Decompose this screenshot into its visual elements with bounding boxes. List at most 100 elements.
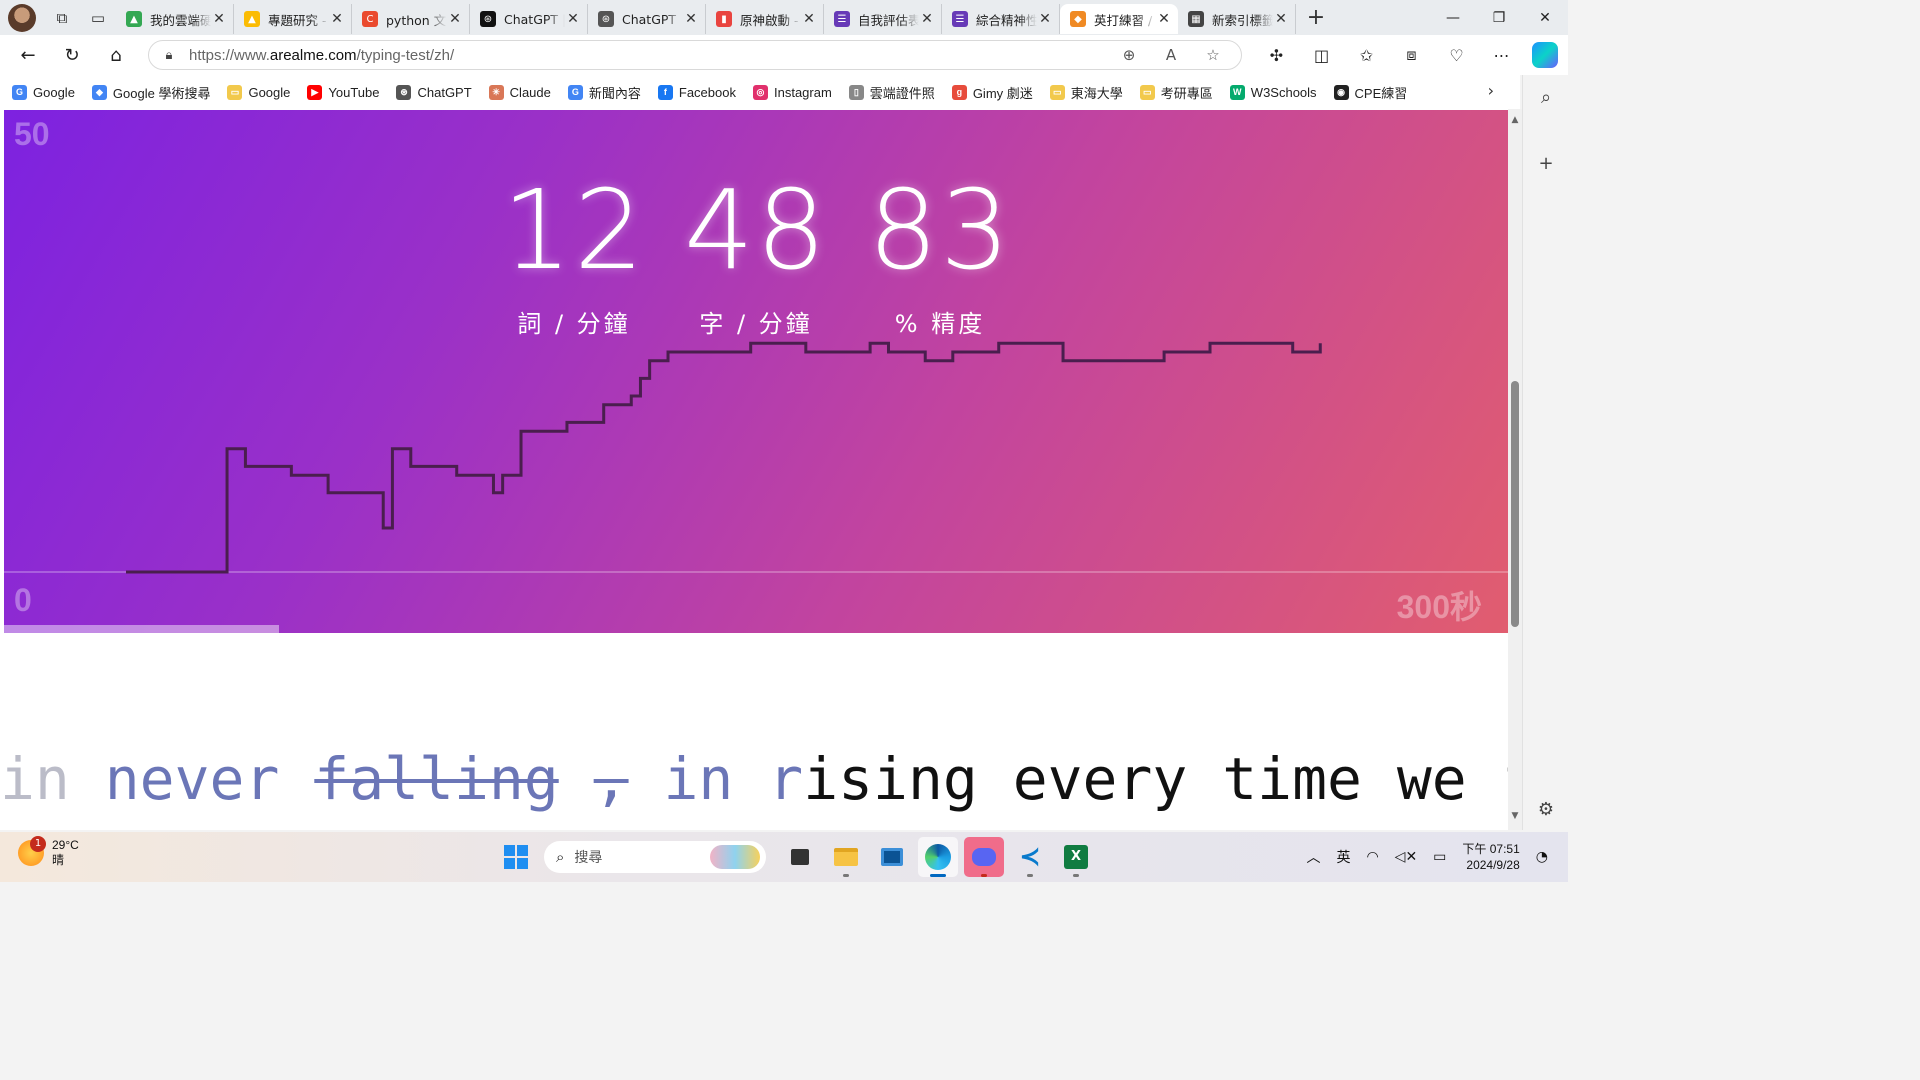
- home-button[interactable]: ⌂: [110, 44, 122, 66]
- favorite-item[interactable]: ▭ 東海大學: [1049, 83, 1123, 102]
- collections-icon[interactable]: ⧈: [1406, 45, 1417, 64]
- url-text[interactable]: https://www.arealme.com/typing-test/zh/: [189, 46, 455, 64]
- refresh-button[interactable]: ↻: [64, 44, 80, 66]
- favorite-item[interactable]: ◆ Google 學術搜尋: [91, 83, 210, 102]
- start-button[interactable]: [496, 837, 536, 877]
- tab-close-icon[interactable]: ✕: [213, 11, 225, 27]
- wpm-label: 詞 / 分鐘: [517, 310, 631, 338]
- browser-essentials-icon[interactable]: ♡: [1449, 45, 1464, 65]
- typing-text-line[interactable]: in never falling , in r ising every time …: [0, 739, 1522, 819]
- accuracy-value: 83: [868, 166, 1012, 294]
- favorite-item[interactable]: ▭ Google: [227, 84, 290, 100]
- favorite-icon: ⊛: [396, 84, 412, 100]
- read-aloud-icon[interactable]: A: [1165, 46, 1177, 64]
- scroll-thumb[interactable]: [1511, 381, 1519, 627]
- browser-tab[interactable]: ◆ 英打練習 / arealme✕: [1060, 4, 1178, 34]
- minimize-button[interactable]: —: [1446, 9, 1460, 26]
- favorite-item[interactable]: ▭ 考研專區: [1139, 83, 1213, 102]
- back-button[interactable]: ←: [20, 44, 36, 66]
- taskbar-clock[interactable]: 下午 07:51 2024/9/28: [1462, 841, 1519, 873]
- favorite-item[interactable]: ◉ CPE練習: [1333, 83, 1407, 102]
- tab-favicon-icon: ⊛: [598, 11, 614, 27]
- favorites-icon[interactable]: ✩: [1359, 45, 1374, 65]
- favorite-item[interactable]: G Google: [12, 84, 75, 100]
- current-word-remaining: ising: [803, 745, 978, 813]
- favorite-item[interactable]: ⊛ ChatGPT: [396, 84, 472, 100]
- close-window-button[interactable]: ✕: [1539, 9, 1551, 26]
- tab-close-icon[interactable]: ✕: [921, 11, 933, 27]
- favorite-item[interactable]: G 新聞內容: [567, 83, 641, 102]
- browser-tab[interactable]: ▲ 我的雲端硬碟✕: [116, 4, 234, 34]
- scroll-up-arrow-icon[interactable]: ▲: [1511, 115, 1519, 125]
- edge-browser-icon[interactable]: [918, 837, 958, 877]
- copilot-icon[interactable]: [1532, 42, 1558, 68]
- lock-icon[interactable]: 🔒︎: [165, 47, 173, 63]
- vscode-icon[interactable]: ≺: [1010, 837, 1050, 877]
- volume-muted-icon[interactable]: ◁✕: [1394, 849, 1418, 865]
- weather-description: 晴: [52, 853, 65, 867]
- favorite-star-icon[interactable]: ☆: [1206, 46, 1220, 64]
- address-bar[interactable]: 🔒︎ https://www.arealme.com/typing-test/z…: [148, 40, 1242, 70]
- workspaces-icon[interactable]: ⧉: [56, 8, 68, 27]
- tab-title: ChatGPT | OpenAI: [504, 11, 565, 27]
- favorite-item[interactable]: ◎ Instagram: [752, 84, 832, 100]
- upcoming-words: every time we: [1012, 745, 1467, 813]
- favorite-item[interactable]: f Facebook: [657, 84, 736, 100]
- sidebar-add-icon[interactable]: +: [1538, 152, 1554, 174]
- remote-desktop-icon[interactable]: [872, 837, 912, 877]
- tab-close-icon[interactable]: ✕: [449, 11, 461, 27]
- notifications-icon[interactable]: ◔: [1535, 849, 1548, 865]
- taskbar-apps: ⌕ 搜尋 ≺ X: [496, 837, 1096, 877]
- tab-favicon-icon: ▮: [716, 11, 732, 27]
- page-scrollbar[interactable]: ▲ ▼: [1508, 109, 1522, 830]
- tab-actions-icon[interactable]: ▭: [90, 8, 106, 27]
- scroll-down-arrow-icon[interactable]: ▼: [1511, 811, 1519, 821]
- tab-close-icon[interactable]: ✕: [1275, 11, 1287, 27]
- zoom-icon[interactable]: ⊕: [1122, 46, 1136, 64]
- task-view-icon[interactable]: [780, 837, 820, 877]
- taskbar-search[interactable]: ⌕ 搜尋: [544, 841, 766, 873]
- tab-close-icon[interactable]: ✕: [567, 11, 579, 27]
- more-menu-icon[interactable]: ⋯: [1493, 45, 1510, 65]
- browser-tab[interactable]: ⊛ ChatGPT ✕: [588, 4, 706, 34]
- favorite-item[interactable]: ▶ YouTube: [307, 84, 379, 100]
- browser-tab[interactable]: ⊛ ChatGPT | OpenAI✕: [470, 4, 588, 34]
- wpm-stat: 12 詞 / 分鐘: [484, 170, 664, 339]
- tab-close-icon[interactable]: ✕: [685, 11, 697, 27]
- favorite-item[interactable]: ✳ Claude: [488, 84, 551, 100]
- weather-sun-icon: 1: [18, 836, 46, 866]
- excel-icon[interactable]: X: [1056, 837, 1096, 877]
- browser-tab[interactable]: ▮ 原神啟動 - 巴哈姆特✕: [706, 4, 824, 34]
- chart-y-min-label: 0: [14, 582, 32, 618]
- tab-favicon-icon: ⊛: [480, 11, 496, 27]
- browser-tab[interactable]: ▲ 專題研究 - Google 雲端硬碟✕: [234, 4, 352, 34]
- tab-close-icon[interactable]: ✕: [803, 11, 815, 27]
- tab-close-icon[interactable]: ✕: [331, 11, 343, 27]
- file-explorer-icon[interactable]: [826, 837, 866, 877]
- battery-icon[interactable]: ▭: [1433, 849, 1447, 865]
- tab-close-icon[interactable]: ✕: [1039, 11, 1051, 27]
- favorite-item[interactable]: g Gimy 劇迷: [951, 83, 1033, 102]
- wifi-icon[interactable]: ◠: [1366, 849, 1379, 865]
- browser-tab[interactable]: ▦ 新索引標籤 ✕: [1178, 4, 1296, 34]
- sidebar-search-icon[interactable]: ⌕: [1540, 86, 1552, 108]
- browser-tab[interactable]: ☰ 自我評估表單✕: [824, 4, 942, 34]
- favorites-overflow-chevron-icon[interactable]: ›: [1487, 81, 1494, 100]
- input-method-indicator[interactable]: 英: [1336, 850, 1351, 866]
- browser-tab[interactable]: ☰ 綜合精神性測驗✕: [942, 4, 1060, 34]
- tray-overflow-chevron-icon[interactable]: ︿: [1306, 850, 1321, 866]
- discord-icon[interactable]: [964, 837, 1004, 877]
- new-tab-button[interactable]: +: [1306, 5, 1326, 30]
- restore-button[interactable]: ❐: [1492, 9, 1506, 26]
- tab-close-icon[interactable]: ✕: [1158, 11, 1170, 27]
- extensions-icon[interactable]: ✣: [1269, 45, 1284, 65]
- favorite-item[interactable]: ▯ 雲端證件照: [848, 83, 935, 102]
- sidebar-settings-icon[interactable]: ⚙: [1537, 798, 1555, 820]
- weather-widget[interactable]: 1 29°C 晴: [18, 836, 79, 868]
- split-screen-icon[interactable]: ◫: [1313, 45, 1330, 65]
- tab-title: 專題研究 - Google 雲端硬碟: [268, 12, 329, 28]
- profile-avatar[interactable]: [8, 3, 36, 32]
- favorite-label: Gimy 劇迷: [972, 85, 1033, 101]
- favorite-item[interactable]: W W3Schools: [1229, 84, 1317, 100]
